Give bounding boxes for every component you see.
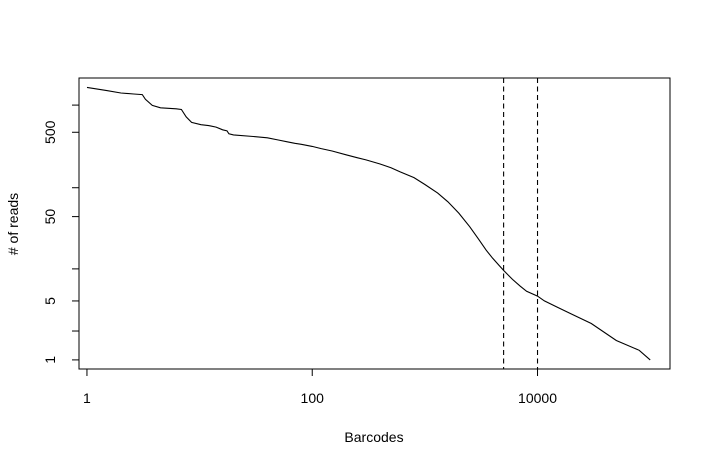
- y-tick-label: 50: [42, 209, 58, 225]
- reference-lines: [503, 78, 539, 369]
- series-group: [86, 86, 651, 361]
- x-axis: 1 100 10000: [83, 369, 557, 406]
- series-line: [86, 86, 651, 361]
- x-tick-label: 1: [83, 390, 91, 406]
- y-tick-label: 5: [42, 297, 58, 305]
- plot-frame: [78, 77, 671, 370]
- x-tick-label: 100: [301, 390, 325, 406]
- y-tick-label: 1: [42, 356, 58, 364]
- y-axis-title: # of reads: [5, 193, 21, 255]
- y-tick-label: 500: [42, 120, 58, 144]
- x-axis-title: Barcodes: [344, 429, 403, 445]
- x-tick-label: 10000: [518, 390, 557, 406]
- y-axis: 1 5 50 500: [42, 104, 79, 364]
